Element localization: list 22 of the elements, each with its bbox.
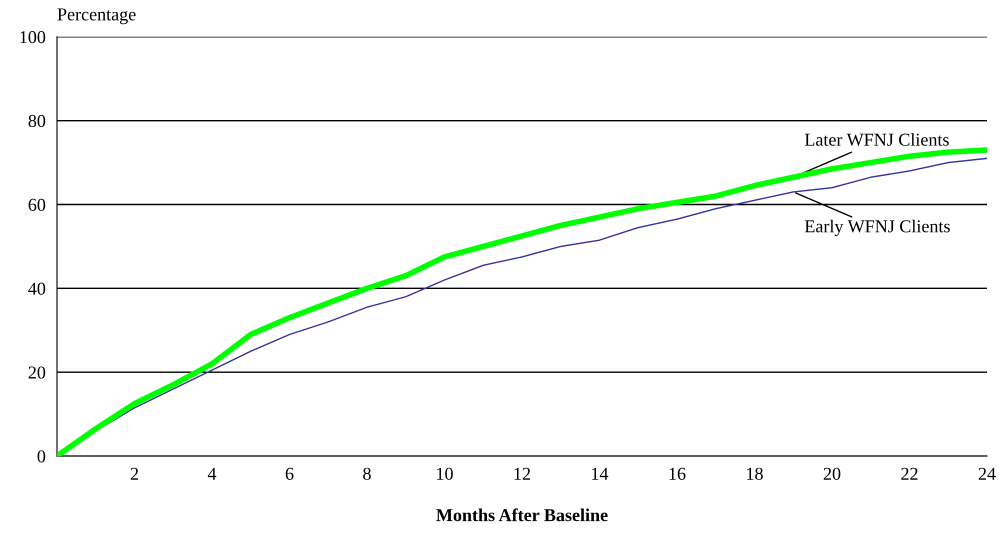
x-tick-label: 8 [363,468,371,480]
y-tick-label: 40 [28,282,46,295]
y-tick-label: 100 [20,31,46,44]
series-label: Early WFNJ Clients [804,220,950,236]
x-tick-label: 24 [978,468,996,480]
x-tick-label: 14 [592,468,608,480]
x-tick-label: 2 [130,468,138,480]
x-tick-label: 20 [824,468,840,480]
x-tick-label: 12 [514,468,530,480]
x-tick-label: 10 [437,468,453,480]
x-tick-label: 16 [670,468,686,480]
x-tick-label: 6 [286,468,294,480]
y-tick-label: 0 [38,450,46,463]
y-axis-title: Percentage [58,8,136,24]
x-tick-label: 22 [901,468,918,480]
x-axis-title: Months After Baseline [436,508,608,522]
y-tick-label: 20 [28,366,46,379]
series-label: Later WFNJ Clients [804,133,949,146]
x-tick-label: 4 [208,468,216,480]
x-tick-label: 18 [747,468,763,480]
y-tick-label: 80 [28,114,46,128]
y-tick-label: 60 [28,198,46,211]
